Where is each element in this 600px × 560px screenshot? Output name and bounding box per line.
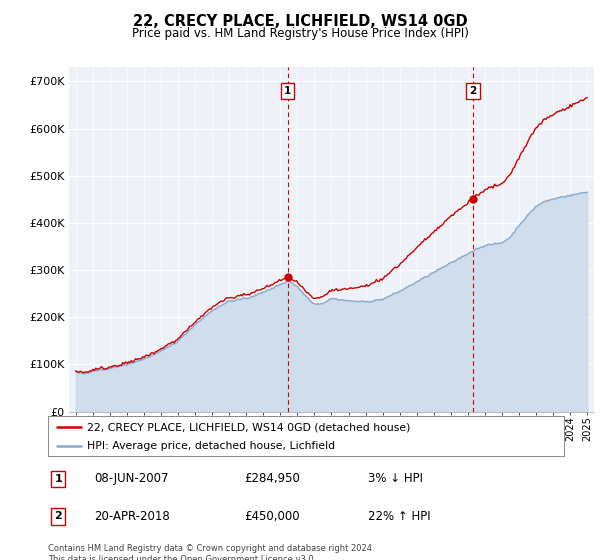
Text: 1: 1 [54, 474, 62, 484]
Text: Price paid vs. HM Land Registry's House Price Index (HPI): Price paid vs. HM Land Registry's House … [131, 27, 469, 40]
Text: 20-APR-2018: 20-APR-2018 [94, 510, 170, 523]
Text: 22, CRECY PLACE, LICHFIELD, WS14 0GD: 22, CRECY PLACE, LICHFIELD, WS14 0GD [133, 14, 467, 29]
Text: Contains HM Land Registry data © Crown copyright and database right 2024.
This d: Contains HM Land Registry data © Crown c… [48, 544, 374, 560]
Text: £450,000: £450,000 [244, 510, 300, 523]
Text: 22% ↑ HPI: 22% ↑ HPI [368, 510, 431, 523]
Text: HPI: Average price, detached house, Lichfield: HPI: Average price, detached house, Lich… [86, 441, 335, 451]
Text: 2: 2 [54, 511, 62, 521]
Text: £284,950: £284,950 [244, 472, 300, 485]
Text: 22, CRECY PLACE, LICHFIELD, WS14 0GD (detached house): 22, CRECY PLACE, LICHFIELD, WS14 0GD (de… [86, 422, 410, 432]
Text: 1: 1 [284, 86, 292, 96]
Text: 3% ↓ HPI: 3% ↓ HPI [368, 472, 423, 485]
Text: 2: 2 [469, 86, 476, 96]
Text: 08-JUN-2007: 08-JUN-2007 [94, 472, 169, 485]
